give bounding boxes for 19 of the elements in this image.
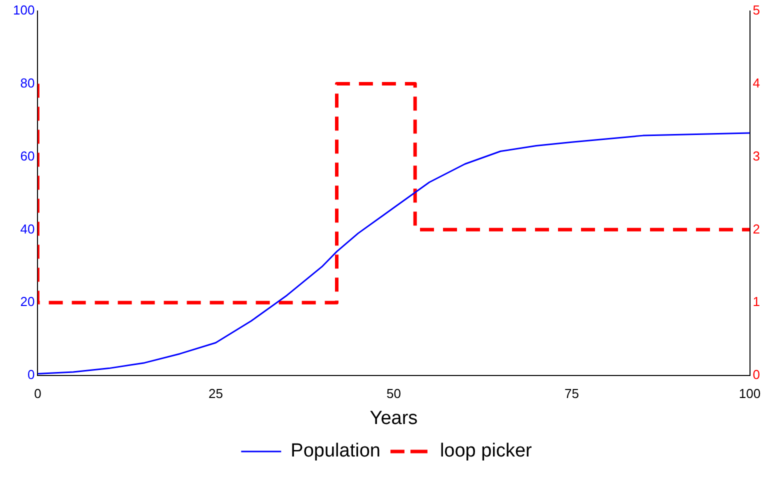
y2-tick-label: 2: [752, 221, 760, 236]
x-tick-label: 100: [738, 386, 761, 401]
y-tick-label: 0: [27, 367, 35, 382]
y2-tick-label: 1: [752, 294, 760, 310]
legend-label: loop picker: [440, 440, 533, 462]
y-tick-label: 60: [20, 148, 35, 164]
y2-tick-label: 5: [752, 2, 760, 18]
x-tick-label: 50: [386, 386, 401, 401]
x-axis-title: Years: [370, 408, 418, 429]
y-tick-label: 20: [20, 294, 35, 310]
y2-tick-label: 0: [752, 367, 760, 382]
y2-tick-label: 4: [752, 75, 760, 90]
x-tick-label: 75: [564, 386, 579, 401]
x-tick-label: 25: [208, 386, 223, 401]
y-tick-label: 80: [20, 75, 35, 90]
y-tick-label: 40: [20, 221, 35, 236]
y2-tick-label: 3: [752, 148, 760, 164]
legend-label: Population: [290, 440, 380, 462]
y-tick-label: 100: [12, 2, 35, 18]
